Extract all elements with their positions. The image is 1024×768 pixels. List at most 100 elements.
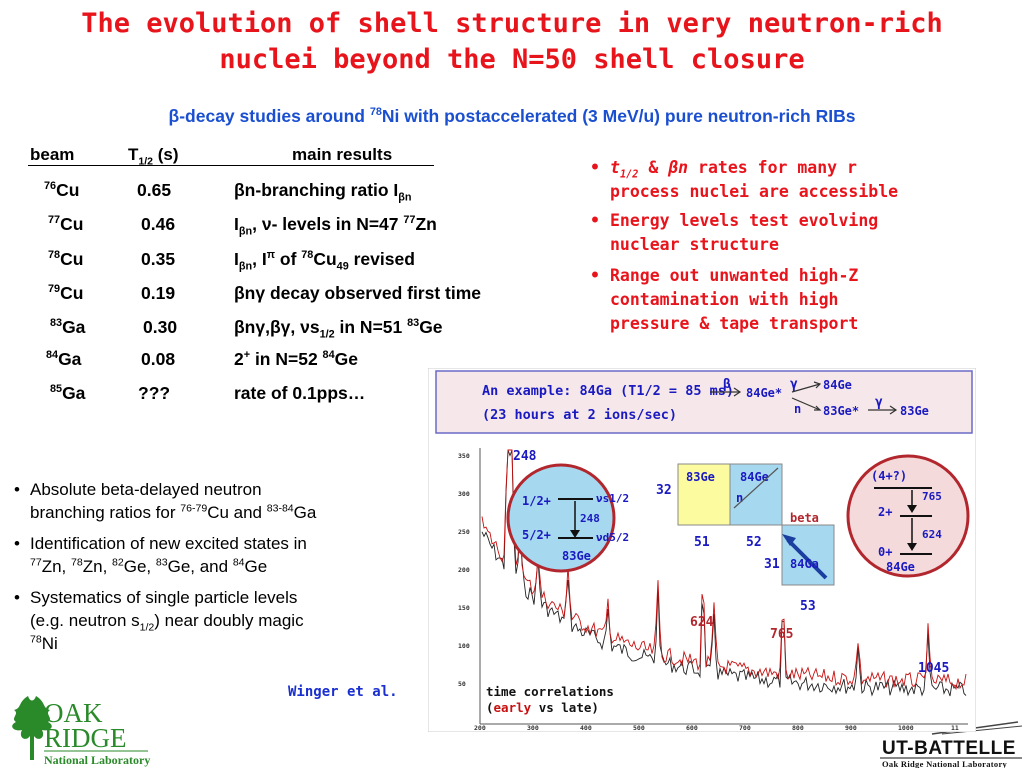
x-tick-label: 900	[845, 724, 857, 732]
subtitle-text-a: -decay studies around	[179, 106, 370, 126]
y-tick-label: 50	[458, 680, 466, 688]
row-beam: 84 Ga	[46, 349, 82, 369]
svg-text:83Ge: 83Ge	[686, 470, 715, 484]
row-thalf: ???	[138, 383, 171, 403]
svg-text:83Ge: 83Ge	[562, 549, 591, 563]
row-beam: 79 Cu	[48, 283, 84, 303]
peak-248: 248	[513, 449, 537, 464]
x-tick-label: 700	[739, 724, 751, 732]
scheme-ge84: 84Ge	[823, 378, 852, 392]
spectrum-early	[481, 449, 967, 691]
row-beam: 77 Cu	[48, 214, 84, 234]
header-results: main results	[292, 145, 393, 164]
row-thalf: 0.08	[141, 349, 176, 369]
svg-text:2+: 2+	[878, 505, 892, 519]
x-ticks: 200 300 400 500 600 700 800 900 1000 11	[474, 724, 959, 732]
x-tick-label: 400	[580, 724, 592, 732]
svg-text:52: 52	[746, 535, 762, 550]
y-tick-label: 150	[458, 604, 470, 612]
svg-text:53: 53	[800, 599, 816, 614]
y-tick-label: 250	[458, 528, 470, 536]
y-tick-label: 200	[458, 566, 470, 574]
header-beam: beam	[30, 145, 75, 164]
svg-text:32: 32	[656, 483, 672, 498]
subtitle-text-b: with postaccelerated (3 MeV/u) pure neut…	[399, 106, 856, 126]
x-tick-label: 800	[792, 724, 804, 732]
left-bullet-2: • Identification of new excited states i…	[14, 534, 307, 576]
y-ticks: 350 300 250 200 150 100 50	[458, 452, 470, 688]
inset-83ge-levels: 1/2+ νs1/2 248 5/2+ νd5/2 83Ge	[506, 463, 629, 573]
svg-text:beta: beta	[790, 511, 819, 525]
svg-text:31: 31	[764, 557, 780, 572]
header-thalf: T1/2 (s)	[128, 145, 179, 167]
row-thalf: 0.35	[141, 249, 176, 269]
spectrum-figure: An example: 84Ga (T1/2 = 85 ms) (23 hour…	[428, 368, 976, 732]
peak-765: 765	[770, 627, 793, 642]
svg-text:84Ge: 84Ge	[740, 470, 769, 484]
subtitle-beta: β	[168, 106, 180, 126]
y-tick-label: 100	[458, 642, 470, 650]
svg-text:(4+?): (4+?)	[871, 469, 907, 483]
left-bullet-3: • Systematics of single particle levels …	[14, 588, 304, 653]
right-bullet-3: • Range out unwanted high-Z contaminatio…	[590, 266, 859, 333]
header-thalf-t: T	[128, 145, 139, 164]
right-bullet-1: • t1/2 & βn rates for many r process nuc…	[590, 158, 899, 201]
row-result: Iβn, ν- levels in N=47 77Zn	[234, 214, 437, 238]
oak-leaf-icon	[12, 696, 52, 760]
scheme-beta: β	[723, 377, 731, 392]
x-tick-label: 300	[527, 724, 539, 732]
ornl-logo: OAK RIDGE National Laboratory	[12, 696, 150, 767]
subtitle-mass: 78	[369, 106, 382, 119]
svg-text:5/2+: 5/2+	[522, 528, 551, 542]
row-result: 2+ in N=52 84Ge	[234, 349, 358, 369]
row-result: βnγ decay observed first time	[234, 283, 482, 303]
header-underline	[28, 165, 434, 166]
svg-text:time correlations: time correlations	[486, 684, 614, 699]
page-title: The evolution of shell structure in very…	[0, 6, 1024, 78]
left-bullet-1: • Absolute beta-delayed neutron branchin…	[14, 480, 317, 522]
x-tick-label: 1000	[898, 724, 914, 732]
legend: time correlations (early vs late)	[486, 684, 614, 715]
ornl-ridge: RIDGE	[44, 723, 127, 753]
inset-84ge-levels: (4+?) 765 2+ 624 0+ 84Ge	[846, 454, 970, 578]
row-thalf: 0.30	[143, 317, 178, 337]
header-thalf-unit: (s)	[157, 145, 179, 164]
credit-text: Winger et al.	[288, 684, 398, 700]
table-row: 76 Cu 0.65 βn-branching ratio Iβn	[0, 180, 560, 210]
scheme-n: n	[794, 402, 801, 416]
row-result: βn-branching ratio Iβn	[234, 180, 412, 204]
table-row: 77 Cu 0.46 Iβn, ν- levels in N=47 77Zn	[0, 214, 560, 244]
utb-sub: Oak Ridge National Laboratory	[882, 759, 1008, 768]
right-bullet-2: • Energy levels test evolving nuclear st…	[590, 211, 879, 254]
svg-text:νd5/2: νd5/2	[596, 531, 629, 544]
scheme-ge84x: 84Ge*	[746, 386, 782, 400]
svg-text:νs1/2: νs1/2	[596, 492, 629, 505]
subtitle: β-decay studies around 78Ni with postacc…	[0, 106, 1024, 127]
svg-text:(early vs late): (early vs late)	[486, 700, 599, 715]
scheme-gamma1: γ	[790, 377, 798, 392]
svg-text:248: 248	[580, 512, 600, 525]
inset-nuclide-map: 32 83Ge 84Ge n beta 84Ga 51 52 31 53	[656, 463, 835, 614]
banner-line-2: (23 hours at 2 ions/sec)	[482, 407, 677, 423]
row-thalf: 0.19	[141, 283, 176, 303]
row-beam: 76 Cu	[44, 180, 80, 200]
row-result: Iβn, Iπ of 78Cu49 revised	[234, 249, 415, 273]
row-thalf: 0.65	[137, 180, 172, 200]
x-tick-label: 600	[686, 724, 698, 732]
row-beam: 83 Ga	[50, 317, 86, 337]
x-tick-label: 11	[951, 724, 959, 732]
scheme-ge83: 83Ge	[900, 404, 929, 418]
svg-text:51: 51	[694, 535, 710, 550]
peak-624: 624	[690, 615, 714, 630]
svg-text:765: 765	[922, 490, 942, 503]
table-row: 84 Ga 0.08 2+ in N=52 84Ge	[0, 349, 560, 379]
peak-1045: 1045	[918, 661, 949, 676]
utb-name: UT-BATTELLE	[882, 738, 1016, 759]
row-beam: 85 Ga	[50, 383, 86, 403]
title-line-1: The evolution of shell structure in very…	[81, 8, 943, 39]
banner-line-1: An example: 84Ga (T1/2 = 85 ms)	[482, 383, 734, 399]
utbattelle-logo: UT-BATTELLE Oak Ridge National Laborator…	[880, 721, 1023, 768]
x-tick-label: 500	[633, 724, 645, 732]
table-row: 85 Ga ??? rate of 0.1pps…	[0, 383, 560, 413]
svg-text:84Ge: 84Ge	[886, 560, 915, 574]
